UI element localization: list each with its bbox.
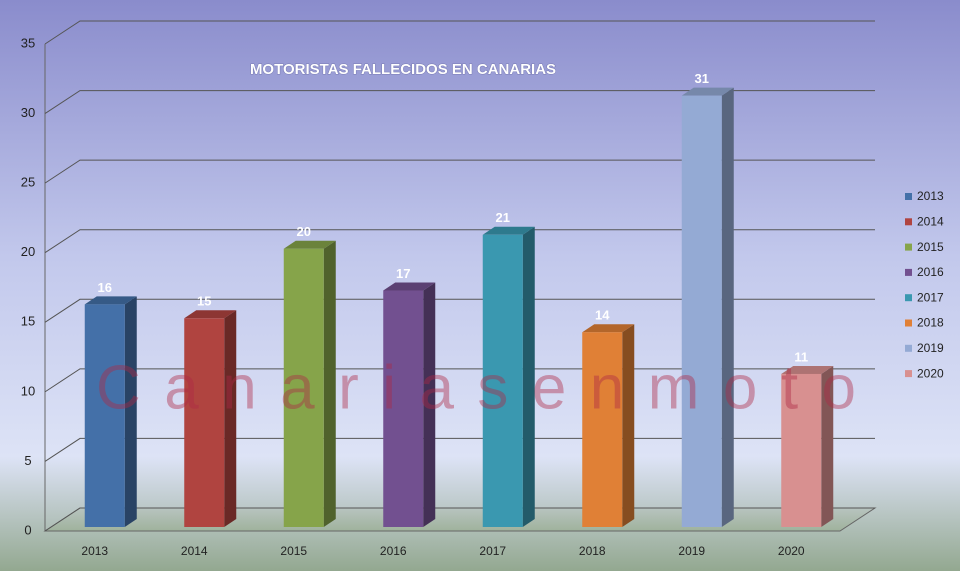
legend-swatch: [905, 243, 912, 251]
bar: [482, 234, 523, 528]
y-tick-label: 30: [21, 105, 35, 120]
legend-swatch: [905, 294, 912, 302]
bar-top: [582, 324, 635, 333]
legend-swatch: [905, 268, 912, 276]
legend-swatch: [905, 193, 912, 200]
data-label: 17: [396, 266, 410, 281]
grid-line: [44, 159, 875, 184]
data-label: 16: [98, 280, 112, 295]
x-tick-label: 2017: [479, 544, 506, 558]
legend-label: 2019: [917, 341, 944, 355]
bar-side: [224, 310, 237, 527]
bar: [681, 95, 722, 528]
data-label: 14: [595, 308, 610, 323]
data-label: 11: [794, 349, 808, 364]
bar: [781, 373, 822, 527]
legend-label: 2016: [917, 265, 944, 279]
chart-title: MOTORISTAS FALLECIDOS EN CANARIAS: [250, 61, 556, 78]
legend-label: 2013: [917, 189, 944, 203]
x-tick-label: 2015: [280, 544, 307, 558]
data-label: 31: [695, 71, 709, 86]
x-tick-label: 2020: [778, 544, 805, 558]
x-tick-label: 2014: [181, 544, 208, 558]
bar-side: [124, 296, 137, 527]
grid-line: [44, 20, 875, 45]
bars: 16 2013 15 2014 20 2015 17 2016 21 2017 14 2018 31 20…: [81, 71, 834, 558]
bar: [84, 304, 125, 527]
legend-label: 2014: [917, 214, 944, 228]
y-tick-label: 5: [24, 453, 31, 468]
y-tick-label: 15: [21, 314, 35, 329]
bar-top: [184, 310, 237, 319]
legend-swatch: [905, 344, 912, 352]
y-tick-label: 20: [21, 244, 35, 259]
data-label: 15: [197, 294, 211, 309]
data-label: 21: [496, 210, 510, 225]
bar-side: [522, 226, 535, 528]
x-tick-label: 2019: [678, 544, 705, 558]
bar-side: [721, 87, 734, 528]
bar-side: [423, 282, 436, 527]
grid-line: [44, 90, 875, 114]
y-tick-label: 0: [24, 522, 31, 537]
legend-label: 2018: [917, 316, 944, 330]
legend-swatch: [905, 218, 912, 226]
grid-line: [44, 298, 875, 323]
bar-top: [383, 282, 436, 291]
legend-label: 2015: [917, 240, 944, 254]
bar-side: [323, 240, 336, 527]
bar-top: [482, 226, 535, 235]
bar-top: [681, 87, 734, 96]
bar: [383, 290, 424, 527]
y-tick-label: 35: [21, 35, 35, 50]
x-tick-label: 2016: [380, 544, 407, 558]
bar: [582, 332, 623, 527]
bar-top: [781, 365, 834, 374]
legend-swatch: [905, 319, 912, 327]
bar: [283, 248, 324, 527]
legend-swatch: [905, 370, 912, 378]
bar: [184, 318, 225, 527]
y-tick-label: 25: [21, 175, 35, 190]
floor: [43, 507, 877, 532]
x-tick-label: 2013: [81, 544, 108, 558]
legend: 2013 2014 2015 2016 2017 2018 2019 2020: [905, 189, 944, 380]
bar-side: [821, 365, 834, 527]
bar-side: [622, 324, 635, 527]
y-tick-label: 10: [21, 383, 35, 398]
legend-label: 2020: [917, 366, 944, 380]
data-label: 20: [297, 224, 311, 239]
x-tick-label: 2018: [579, 544, 606, 558]
grid-line: [44, 229, 875, 254]
legend-label: 2017: [917, 290, 944, 304]
bar-top: [283, 240, 336, 249]
bar-top: [84, 296, 137, 305]
